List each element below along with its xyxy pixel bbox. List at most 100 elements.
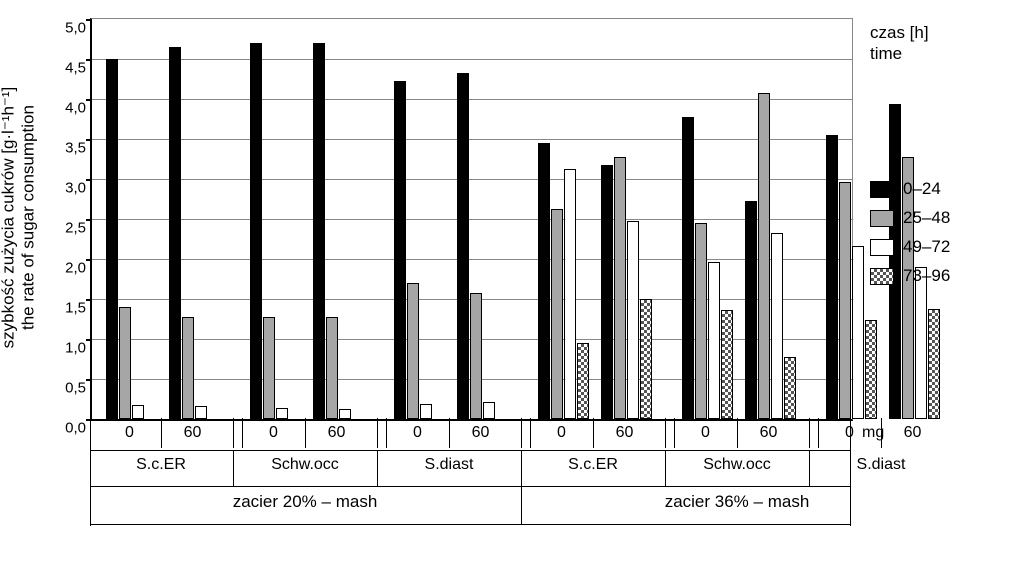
y-tick-label: 2,5: [65, 220, 92, 237]
x-tick-label-species: Schw.occ: [248, 456, 362, 474]
legend-title-line1: czas [h]: [870, 23, 929, 42]
y-tick-label: 1,0: [65, 340, 92, 357]
bar: [771, 233, 783, 419]
y-tick-mark: [86, 19, 92, 21]
axis-bracket-tick: [809, 418, 810, 448]
axis-bracket-tick: [386, 418, 387, 448]
x-tick-label-mg: 60: [893, 424, 933, 442]
axis-bracket-tick: [305, 418, 306, 448]
y-tick-label: 4,5: [65, 60, 92, 77]
legend-title-line2: time: [870, 44, 902, 63]
axis-bracket-tick: [530, 418, 531, 448]
y-tick-mark: [86, 379, 92, 381]
gridline: [92, 59, 852, 60]
legend-label: 0–24: [903, 179, 941, 199]
axis-bracket-tick: [377, 418, 378, 448]
axis-bracket-tick: [737, 418, 738, 448]
bar: [394, 81, 406, 419]
bar: [640, 299, 652, 419]
x-tick-label-species: S.c.ER: [104, 456, 218, 474]
axis-bracket-tick: [881, 418, 882, 448]
x-tick-label-mg: 60: [605, 424, 645, 442]
axis-bracket-line: [90, 486, 850, 487]
y-tick-mark: [86, 179, 92, 181]
bar: [182, 317, 194, 419]
bar: [745, 201, 757, 419]
bar: [326, 317, 338, 419]
bar: [420, 404, 432, 419]
y-tick-label: 5,0: [65, 20, 92, 37]
figure: { "plot": { "width_px": 760, "height_px"…: [0, 0, 1024, 586]
bar: [614, 157, 626, 419]
legend-item: 0–24: [870, 179, 950, 199]
bar: [313, 43, 325, 419]
gridline: [92, 139, 852, 140]
y-tick-mark: [86, 139, 92, 141]
x-tick-label-species: S.diast: [392, 456, 506, 474]
axis-bracket-tick: [665, 450, 666, 486]
legend-swatch: [870, 268, 894, 285]
axis-bracket-tick: [449, 418, 450, 448]
legend-swatch: [870, 181, 894, 198]
axis-bracket-tick: [521, 450, 522, 524]
x-tick-label-mg: 60: [317, 424, 357, 442]
bar: [470, 293, 482, 419]
bar: [826, 135, 838, 419]
x-tick-label-mg: 0: [398, 424, 438, 442]
bar: [169, 47, 181, 419]
x-tick-label-species: S.c.ER: [536, 456, 650, 474]
bar: [132, 405, 144, 419]
legend-swatch: [870, 239, 894, 256]
y-axis-title-line1: szybkość zużycia cukrów [g·l⁻¹h⁻¹]: [0, 87, 17, 349]
gridline: [92, 259, 852, 260]
bar: [601, 165, 613, 419]
axis-bracket-tick: [233, 418, 234, 448]
bar: [106, 59, 118, 419]
gridline: [92, 219, 852, 220]
y-tick-label: 3,5: [65, 140, 92, 157]
y-tick-mark: [86, 99, 92, 101]
bar: [708, 262, 720, 419]
bar: [695, 223, 707, 419]
y-axis-title-line2: the rate of sugar consumption: [18, 106, 37, 331]
legend: 0–24 25–48 49–72 73–96: [870, 170, 950, 295]
bar: [119, 307, 131, 419]
x-tick-label-mash: zacier 20% – mash: [104, 492, 506, 512]
axis-bracket-tick: [161, 418, 162, 448]
bar: [852, 246, 864, 419]
x-tick-label-mg: 0: [254, 424, 294, 442]
x-tick-label-mg: 60: [173, 424, 213, 442]
bar: [250, 43, 262, 419]
axis-bracket-tick: [674, 418, 675, 448]
legend-item: 25–48: [870, 208, 950, 228]
bar: [577, 343, 589, 419]
y-tick-label: 2,0: [65, 260, 92, 277]
x-tick-label-species: S.diast: [824, 456, 938, 474]
y-axis-title: szybkość zużycia cukrów [g·l⁻¹h⁻¹] the r…: [6, 18, 30, 418]
legend-label: 49–72: [903, 237, 950, 257]
y-tick-label: 4,0: [65, 100, 92, 117]
axis-bracket-tick: [90, 418, 91, 526]
x-tick-label-species: Schw.occ: [680, 456, 794, 474]
bar: [564, 169, 576, 419]
x-tick-label-mash: zacier 36% – mash: [536, 492, 938, 512]
gridline: [92, 179, 852, 180]
bar: [538, 143, 550, 419]
x-tick-label-mg: 0: [542, 424, 582, 442]
bar: [457, 73, 469, 419]
y-tick-mark: [86, 219, 92, 221]
y-tick-label: 3,0: [65, 180, 92, 197]
axis-bracket-tick: [665, 418, 666, 448]
x-tick-label-mg: 60: [461, 424, 501, 442]
legend-item: 73–96: [870, 266, 950, 286]
x-tick-label-mg: 60: [749, 424, 789, 442]
legend-item: 49–72: [870, 237, 950, 257]
bar: [551, 209, 563, 419]
legend-title: czas [h] time: [870, 22, 929, 65]
y-tick-mark: [86, 299, 92, 301]
y-tick-label: 1,5: [65, 300, 92, 317]
axis-bracket-line: [90, 524, 850, 525]
y-tick-label: 0,5: [65, 380, 92, 397]
y-tick-mark: [86, 419, 92, 421]
x-tick-label-mg: 0: [686, 424, 726, 442]
